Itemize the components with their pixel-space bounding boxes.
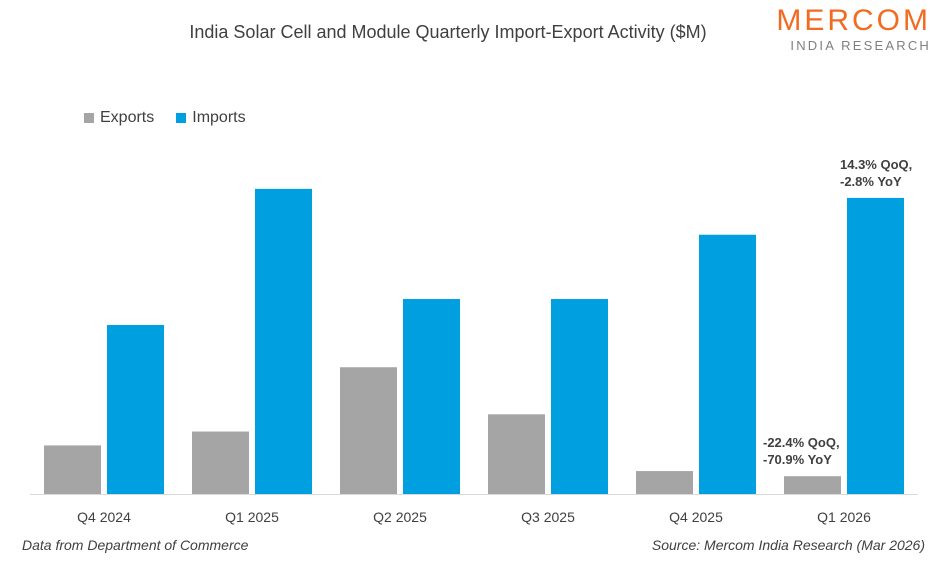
x-tick-label: Q2 2025	[373, 509, 427, 525]
legend-item-imports: Imports	[176, 109, 246, 127]
chart-legend: Exports Imports	[84, 109, 246, 127]
bar-imports-q3-2025	[551, 299, 608, 494]
legend-swatch-exports	[84, 113, 94, 123]
bar-exports-q2-2025	[340, 367, 397, 494]
legend-swatch-imports	[176, 113, 187, 123]
data-annotation-imports: 14.3% QoQ,	[840, 157, 912, 172]
chart-title: India Solar Cell and Module Quarterly Im…	[189, 22, 707, 42]
bar-exports-q1-2025	[192, 431, 249, 494]
bar-exports-q3-2025	[488, 414, 545, 494]
logo-main-text: MERCOM	[776, 4, 931, 37]
logo-sub-text: INDIA RESEARCH	[790, 38, 931, 53]
data-source-note: Data from Department of Commerce	[22, 537, 249, 553]
x-tick-label: Q1 2026	[817, 509, 871, 525]
x-tick-label: Q3 2025	[521, 509, 575, 525]
legend-item-exports: Exports	[84, 109, 154, 127]
legend-label-exports: Exports	[100, 109, 155, 126]
bar-imports-q1-2026	[847, 197, 904, 494]
bar-imports-q1-2025	[255, 188, 312, 494]
x-tick-label: Q1 2025	[225, 509, 279, 525]
mercom-logo: MERCOM INDIA RESEARCH	[776, 4, 931, 54]
data-annotation-imports: -2.8% YoY	[840, 174, 902, 189]
bar-imports-q4-2025	[699, 234, 756, 495]
source-credit: Source: Mercom India Research (Mar 2026)	[651, 537, 925, 553]
legend-label-imports: Imports	[192, 109, 246, 126]
bar-exports-q1-2026	[784, 476, 841, 494]
bar-exports-q4-2024	[44, 445, 101, 494]
bar-imports-q4-2024	[107, 324, 164, 494]
data-annotation-exports: -22.4% QoQ,	[763, 435, 840, 450]
bar-imports-q2-2025	[403, 299, 460, 494]
bar-exports-q4-2025	[636, 471, 693, 494]
data-annotation-exports: -70.9% YoY	[763, 452, 832, 467]
x-tick-label: Q4 2025	[669, 509, 723, 525]
x-tick-label: Q4 2024	[77, 509, 131, 525]
